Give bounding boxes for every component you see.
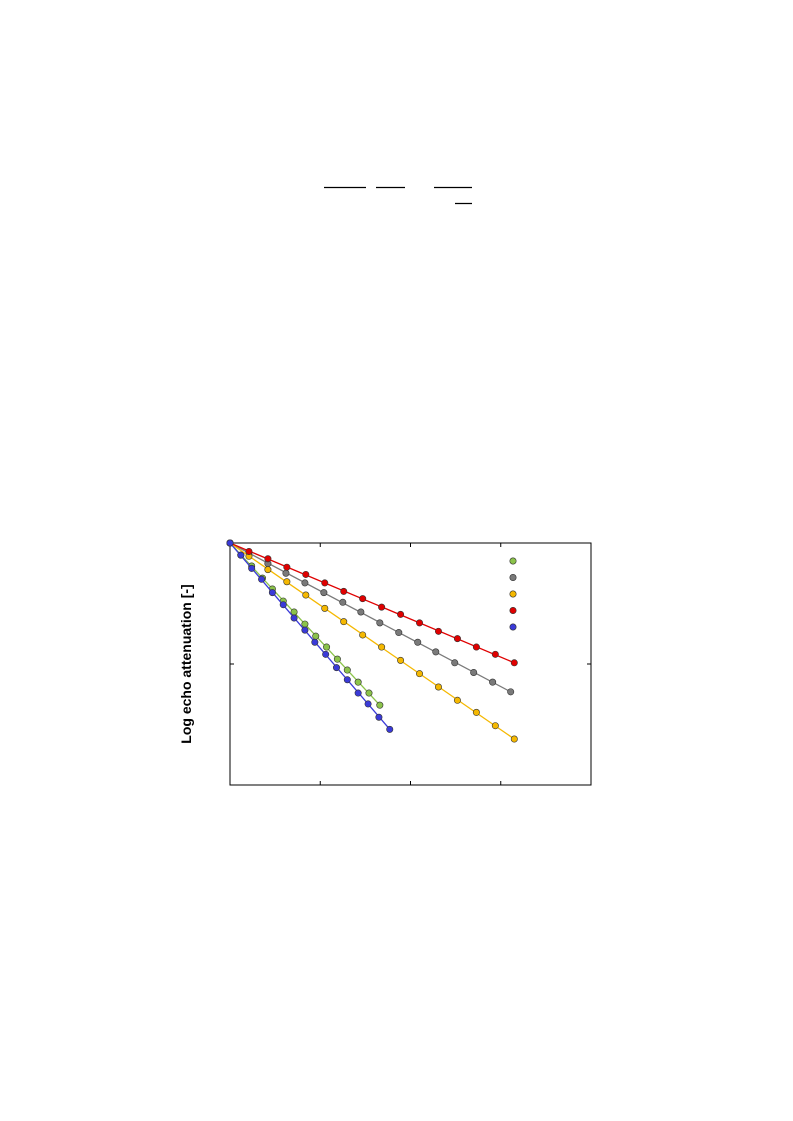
fit-line: [229, 542, 391, 730]
data-point: [472, 708, 480, 716]
plot-frame: [229, 542, 592, 786]
data-point: [434, 683, 442, 691]
y-axis-label: Log echo attenuation [-]: [178, 584, 194, 743]
data-point: [453, 635, 461, 643]
data-point: [343, 676, 351, 684]
data-point: [397, 656, 405, 664]
data-point: [245, 547, 253, 555]
data-point: [321, 604, 329, 612]
data-point: [264, 566, 272, 574]
data-point: [510, 735, 518, 743]
data-point: [237, 551, 245, 559]
equation-fraction-bars: [324, 186, 472, 205]
legend-marker: [509, 573, 517, 581]
data-point: [365, 689, 373, 697]
data-point: [321, 579, 329, 587]
data-point: [311, 638, 319, 646]
data-point: [395, 629, 403, 637]
legend-marker: [509, 623, 517, 631]
data-point: [376, 619, 384, 627]
data-point: [248, 564, 256, 572]
data-point: [489, 678, 497, 686]
data-point: [354, 689, 362, 697]
legend-marker: [509, 590, 517, 598]
data-point: [302, 570, 310, 578]
legend-marker: [509, 606, 517, 614]
data-point: [279, 601, 287, 609]
data-point: [258, 575, 266, 583]
data-point: [510, 659, 518, 667]
data-point: [333, 655, 341, 663]
data-point: [301, 626, 309, 634]
data-point: [332, 664, 340, 672]
data-point: [301, 620, 309, 628]
fit-line: [229, 542, 515, 664]
data-point: [416, 619, 424, 627]
data-point: [264, 555, 272, 563]
data-point: [378, 643, 386, 651]
data-point: [357, 608, 365, 616]
data-point: [290, 614, 298, 622]
data-point: [354, 678, 362, 686]
data-point: [302, 591, 310, 599]
data-point: [414, 638, 422, 646]
data-point: [376, 701, 384, 709]
data-point: [268, 589, 276, 597]
data-point: [340, 618, 348, 626]
data-point: [434, 627, 442, 635]
data-point: [416, 670, 424, 678]
data-point: [312, 632, 320, 640]
data-point: [378, 603, 386, 611]
data-point: [386, 725, 394, 733]
data-point: [340, 587, 348, 595]
data-point: [226, 539, 234, 547]
data-point: [323, 643, 331, 651]
legend-marker: [509, 557, 517, 565]
data-point: [359, 595, 367, 603]
data-point: [375, 713, 383, 721]
data-point: [453, 696, 461, 704]
data-point: [283, 578, 291, 586]
data-point: [343, 666, 351, 674]
data-point: [491, 722, 499, 730]
data-point: [283, 563, 291, 571]
data-point: [451, 659, 459, 667]
data-point: [470, 668, 478, 676]
fit-line: [229, 542, 511, 693]
data-point: [397, 610, 405, 618]
data-point: [322, 650, 330, 658]
data-point: [507, 688, 515, 696]
fit-line: [229, 542, 515, 740]
data-point: [282, 569, 290, 577]
data-point: [339, 598, 347, 606]
data-point: [320, 589, 328, 597]
data-point: [364, 700, 372, 708]
data-point: [472, 643, 480, 651]
data-point: [301, 579, 309, 587]
data-point: [432, 648, 440, 656]
data-point: [491, 650, 499, 658]
data-point: [359, 631, 367, 639]
